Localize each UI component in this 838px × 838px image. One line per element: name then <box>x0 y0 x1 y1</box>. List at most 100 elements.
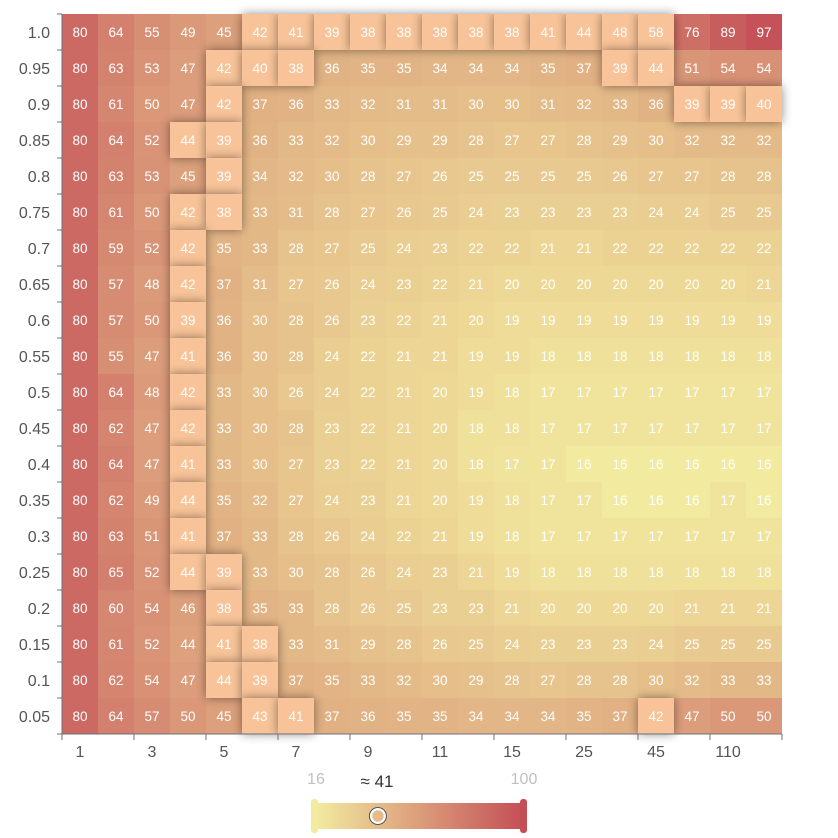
heatmap-cell[interactable]: 33 <box>278 590 314 626</box>
heatmap-cell[interactable]: 63 <box>98 50 134 86</box>
heatmap-cell[interactable]: 19 <box>458 518 494 554</box>
heatmap-cell[interactable]: 54 <box>746 50 782 86</box>
heatmap-cell[interactable]: 58 <box>638 14 674 50</box>
heatmap-cell[interactable]: 42 <box>206 86 242 122</box>
heatmap-cell[interactable]: 38 <box>458 14 494 50</box>
heatmap-cell[interactable]: 24 <box>350 518 386 554</box>
heatmap-cell[interactable]: 42 <box>170 410 206 446</box>
heatmap-cell[interactable]: 30 <box>242 446 278 482</box>
heatmap-cell[interactable]: 22 <box>602 230 638 266</box>
heatmap-cell[interactable]: 16 <box>638 446 674 482</box>
heatmap-cell[interactable]: 80 <box>62 518 98 554</box>
heatmap-cell[interactable]: 97 <box>746 14 782 50</box>
heatmap-cell[interactable]: 29 <box>602 122 638 158</box>
heatmap-cell[interactable]: 20 <box>458 302 494 338</box>
heatmap-cell[interactable]: 20 <box>674 266 710 302</box>
heatmap-cell[interactable]: 48 <box>134 374 170 410</box>
heatmap-cell[interactable]: 50 <box>710 698 746 734</box>
heatmap-cell[interactable]: 27 <box>530 122 566 158</box>
heatmap-cell[interactable]: 35 <box>206 482 242 518</box>
heatmap-cell[interactable]: 20 <box>602 266 638 302</box>
heatmap-cell[interactable]: 44 <box>170 626 206 662</box>
heatmap-cell[interactable]: 31 <box>278 194 314 230</box>
heatmap-cell[interactable]: 80 <box>62 554 98 590</box>
heatmap-cell[interactable]: 17 <box>494 446 530 482</box>
heatmap-cell[interactable]: 33 <box>242 554 278 590</box>
heatmap-cell[interactable]: 22 <box>386 302 422 338</box>
heatmap-cell[interactable]: 16 <box>746 446 782 482</box>
heatmap-cell[interactable]: 21 <box>386 410 422 446</box>
heatmap-cell[interactable]: 18 <box>710 554 746 590</box>
heatmap-cell[interactable]: 61 <box>98 626 134 662</box>
heatmap-cell[interactable]: 44 <box>638 50 674 86</box>
heatmap-cell[interactable]: 24 <box>314 374 350 410</box>
heatmap-cell[interactable]: 18 <box>494 374 530 410</box>
heatmap-cell[interactable]: 80 <box>62 410 98 446</box>
heatmap-cell[interactable]: 16 <box>566 446 602 482</box>
heatmap-cell[interactable]: 44 <box>170 122 206 158</box>
heatmap-cell[interactable]: 49 <box>170 14 206 50</box>
heatmap-cell[interactable]: 21 <box>530 230 566 266</box>
heatmap-cell[interactable]: 23 <box>386 266 422 302</box>
heatmap-cell[interactable]: 38 <box>386 14 422 50</box>
heatmap-cell[interactable]: 27 <box>314 230 350 266</box>
heatmap-cell[interactable]: 28 <box>458 122 494 158</box>
heatmap-cell[interactable]: 42 <box>242 14 278 50</box>
heatmap-cell[interactable]: 17 <box>602 518 638 554</box>
heatmap-cell[interactable]: 16 <box>710 446 746 482</box>
heatmap-cell[interactable]: 25 <box>386 590 422 626</box>
heatmap-cell[interactable]: 21 <box>746 266 782 302</box>
heatmap-cell[interactable]: 20 <box>422 482 458 518</box>
heatmap-cell[interactable]: 38 <box>206 194 242 230</box>
heatmap-cell[interactable]: 21 <box>422 338 458 374</box>
heatmap-cell[interactable]: 80 <box>62 374 98 410</box>
heatmap-cell[interactable]: 64 <box>98 14 134 50</box>
heatmap-cell[interactable]: 30 <box>242 302 278 338</box>
heatmap-cell[interactable]: 36 <box>278 86 314 122</box>
heatmap-cell[interactable]: 42 <box>170 230 206 266</box>
heatmap-cell[interactable]: 21 <box>458 554 494 590</box>
heatmap-cell[interactable]: 61 <box>98 194 134 230</box>
heatmap-cell[interactable]: 38 <box>278 50 314 86</box>
heatmap-cell[interactable]: 17 <box>710 410 746 446</box>
heatmap-cell[interactable]: 33 <box>206 410 242 446</box>
heatmap-cell[interactable]: 33 <box>314 86 350 122</box>
heatmap-cell[interactable]: 36 <box>314 50 350 86</box>
heatmap-cell[interactable]: 20 <box>638 266 674 302</box>
heatmap-cell[interactable]: 25 <box>746 626 782 662</box>
heatmap-cell[interactable]: 20 <box>422 410 458 446</box>
heatmap-cell[interactable]: 41 <box>170 338 206 374</box>
heatmap-cell[interactable]: 32 <box>566 86 602 122</box>
heatmap-cell[interactable]: 39 <box>674 86 710 122</box>
heatmap-cell[interactable]: 20 <box>566 266 602 302</box>
heatmap-cell[interactable]: 35 <box>566 698 602 734</box>
heatmap-cell[interactable]: 55 <box>134 14 170 50</box>
heatmap-cell[interactable]: 28 <box>278 230 314 266</box>
heatmap-cell[interactable]: 23 <box>314 446 350 482</box>
heatmap-cell[interactable]: 29 <box>350 626 386 662</box>
heatmap-cell[interactable]: 32 <box>710 122 746 158</box>
heatmap-cell[interactable]: 19 <box>602 302 638 338</box>
heatmap-cell[interactable]: 47 <box>134 410 170 446</box>
heatmap-cell[interactable]: 21 <box>386 482 422 518</box>
heatmap-cell[interactable]: 16 <box>674 482 710 518</box>
heatmap-cell[interactable]: 29 <box>386 122 422 158</box>
heatmap-cell[interactable]: 17 <box>710 374 746 410</box>
heatmap-cell[interactable]: 17 <box>674 374 710 410</box>
heatmap-cell[interactable]: 21 <box>458 266 494 302</box>
heatmap-cell[interactable]: 35 <box>422 698 458 734</box>
heatmap-cell[interactable]: 43 <box>242 698 278 734</box>
heatmap-cell[interactable]: 39 <box>206 158 242 194</box>
heatmap-cell[interactable]: 21 <box>710 590 746 626</box>
heatmap-cell[interactable]: 20 <box>494 266 530 302</box>
heatmap-cell[interactable]: 39 <box>206 122 242 158</box>
heatmap-cell[interactable]: 18 <box>530 338 566 374</box>
heatmap-cell[interactable]: 21 <box>386 374 422 410</box>
heatmap-cell[interactable]: 19 <box>530 302 566 338</box>
heatmap-cell[interactable]: 80 <box>62 482 98 518</box>
heatmap-cell[interactable]: 18 <box>494 482 530 518</box>
heatmap-cell[interactable]: 47 <box>134 338 170 374</box>
heatmap-cell[interactable]: 39 <box>170 302 206 338</box>
heatmap-cell[interactable]: 39 <box>602 50 638 86</box>
heatmap-cell[interactable]: 47 <box>170 662 206 698</box>
